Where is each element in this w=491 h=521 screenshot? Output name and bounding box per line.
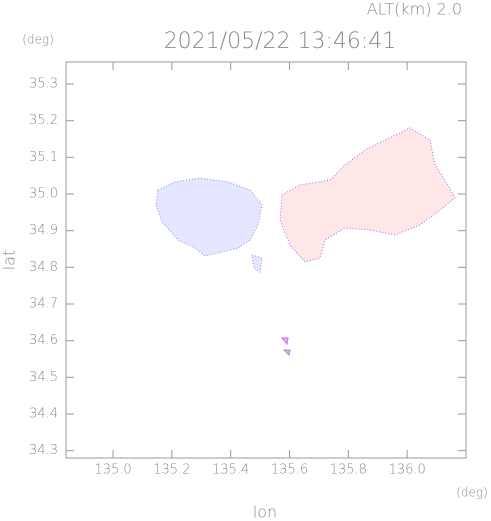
x-tick-label: 135.6 — [271, 463, 308, 478]
echo-region-red — [279, 127, 456, 263]
x-tick-label: 135.2 — [153, 463, 190, 478]
y-tick-label: 34.5 — [29, 370, 58, 385]
y-tick-label: 34.3 — [29, 443, 58, 458]
y-tick-label: 35.0 — [29, 187, 58, 202]
chart-title: 2021/05/22 13:46:41 — [164, 29, 397, 54]
y-tick-label: 34.4 — [29, 407, 58, 422]
y-tick-label: 35.2 — [29, 113, 58, 128]
plot-frame — [65, 61, 467, 459]
y-axis-label: lat — [0, 250, 19, 271]
x-unit: (deg) — [456, 486, 488, 500]
chart-subtitle: ALT(km) 2.0 — [367, 0, 462, 19]
y-tick-label: 35.1 — [29, 150, 58, 165]
echo-region-red — [280, 337, 291, 357]
echo-region-blue — [251, 254, 263, 273]
y-tick-label: 34.6 — [29, 333, 58, 348]
x-tick-label: 135.8 — [330, 463, 367, 478]
x-tick-label: 136.0 — [389, 463, 426, 478]
x-tick-label: 135.0 — [94, 463, 131, 478]
echo-field — [155, 127, 456, 357]
y-tick-label: 35.3 — [29, 77, 58, 92]
echo-region-blue — [155, 177, 263, 257]
x-axis-label: lon — [253, 503, 277, 521]
y-tick-label: 34.8 — [29, 260, 58, 275]
y-tick-label: 34.9 — [29, 223, 58, 238]
y-tick-label: 34.7 — [29, 297, 58, 312]
y-unit: (deg) — [22, 33, 54, 47]
x-tick-label: 135.4 — [212, 463, 249, 478]
